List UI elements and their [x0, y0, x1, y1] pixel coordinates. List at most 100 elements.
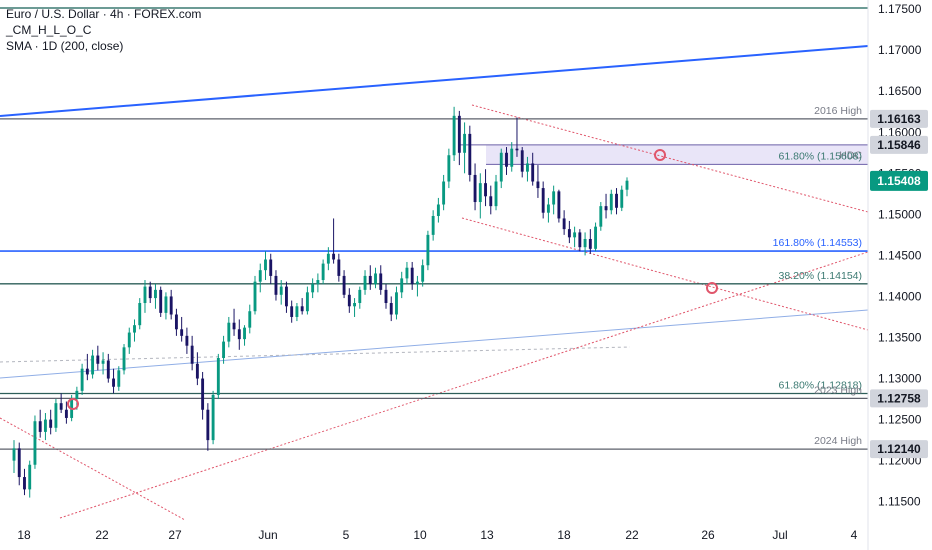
price-tick-label: 1.15000	[878, 207, 922, 221]
candle	[49, 409, 53, 435]
candle	[332, 218, 336, 264]
candle	[290, 300, 294, 323]
candle-body	[201, 378, 205, 410]
candle	[222, 335, 226, 364]
candle-body	[101, 360, 105, 364]
candle-body	[326, 253, 330, 264]
markers-layer	[67, 149, 718, 410]
descending-channel-top	[471, 104, 869, 213]
candle	[484, 169, 487, 207]
candle	[468, 125, 472, 182]
candle	[326, 247, 330, 271]
candle	[384, 284, 388, 309]
candle-body	[609, 193, 613, 211]
price-tag-text-0: 1.16163	[877, 112, 921, 126]
legend-title: Euro / U.S. Dollar · 4h · FOREX.com	[6, 7, 202, 21]
candle-body	[33, 421, 37, 465]
candle	[96, 345, 100, 371]
candle-body	[604, 206, 608, 211]
chart-legend: Euro / U.S. Dollar · 4h · FOREX.com _CM_…	[6, 6, 201, 54]
candle-body	[615, 193, 618, 208]
candle-body	[148, 286, 152, 299]
candle-body	[106, 360, 110, 379]
candle-body	[473, 174, 477, 203]
candle-body	[395, 292, 398, 315]
candle	[410, 261, 414, 290]
candle	[17, 442, 21, 486]
candle-body	[17, 448, 21, 478]
candle	[33, 415, 37, 469]
candle	[421, 259, 425, 287]
candle	[389, 296, 393, 322]
candle	[54, 399, 58, 432]
candle	[180, 316, 184, 342]
candle-body	[358, 289, 362, 304]
candle-body	[347, 294, 351, 307]
candle	[379, 265, 383, 295]
candle-body	[216, 358, 220, 395]
candle	[91, 349, 95, 379]
candle-body	[415, 281, 419, 285]
candle-body	[59, 403, 63, 410]
candle-body	[468, 133, 472, 175]
candle	[101, 352, 105, 375]
candle	[23, 468, 26, 496]
candle-body	[305, 292, 309, 312]
candle	[190, 335, 194, 371]
candle-body	[421, 265, 425, 282]
candle	[463, 122, 467, 174]
candle-body	[567, 229, 571, 238]
level-label-4: 38.20% (1.14154)	[779, 270, 862, 282]
candle	[526, 156, 529, 182]
time-tick-label: 4	[851, 528, 858, 542]
candle	[227, 316, 231, 348]
price-tick-label: 1.14500	[878, 248, 922, 262]
candle-body	[23, 477, 26, 490]
candle-body	[342, 275, 346, 295]
time-tick-label: 22	[95, 528, 109, 542]
candle-body	[478, 183, 482, 203]
candles-layer	[12, 106, 629, 498]
candle	[573, 226, 577, 248]
rising-blue-trendline	[0, 45, 869, 117]
candle-body	[127, 332, 131, 348]
candle-body	[54, 403, 58, 428]
candle-body	[368, 275, 372, 285]
candle-body	[316, 280, 320, 285]
candle	[546, 197, 550, 223]
level-label-0: 2016 High	[814, 105, 862, 117]
candle-body	[169, 296, 173, 315]
hdc-zone-layer	[460, 144, 868, 165]
candle-body	[431, 215, 435, 235]
candle-body	[211, 394, 215, 441]
candle	[295, 303, 299, 322]
candle-body	[138, 303, 142, 326]
candle	[536, 165, 540, 198]
candle-body	[442, 181, 446, 205]
candle-body	[174, 314, 178, 330]
candle-body	[353, 303, 356, 307]
candle	[195, 352, 199, 386]
time-axis[interactable]: 18 22 27 Jun 5 10 13 18 22 26 Jul 4	[17, 528, 857, 542]
candle	[316, 273, 320, 293]
candle-body	[122, 347, 126, 371]
candle-body	[253, 281, 257, 312]
time-tick-label: Jun	[258, 528, 277, 542]
level-label-7: 2024 High	[814, 435, 862, 447]
candle	[552, 185, 556, 215]
candle	[185, 327, 189, 354]
candle	[305, 286, 309, 315]
candle	[604, 193, 608, 219]
time-tick-label: Jul	[772, 528, 787, 542]
price-tag-box-6	[870, 389, 928, 408]
candle-body	[96, 355, 100, 364]
candle	[28, 460, 32, 498]
price-tick-label: 1.12500	[878, 413, 922, 427]
candle-body	[185, 335, 189, 346]
candle-body	[321, 263, 325, 281]
candle-body	[573, 232, 577, 238]
candle	[321, 259, 325, 285]
candle	[143, 280, 147, 313]
